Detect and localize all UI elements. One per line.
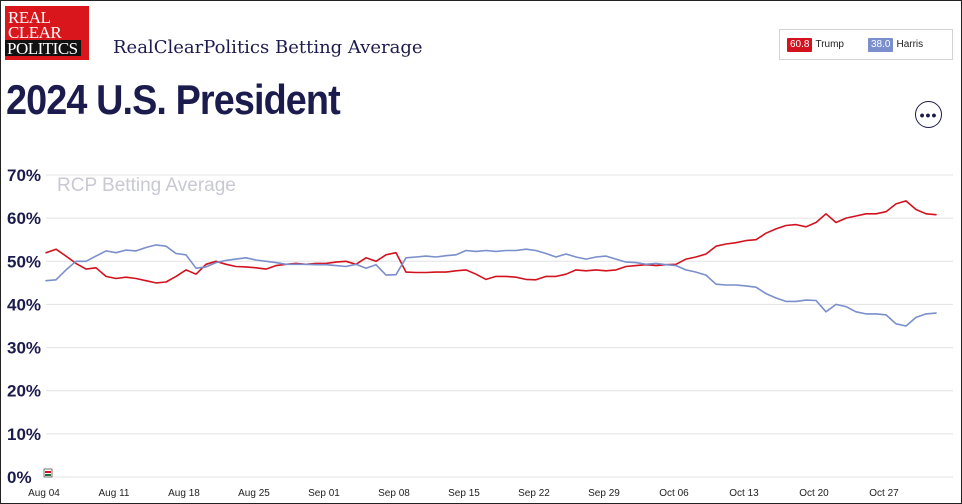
logo-line-3: POLITICS <box>5 40 81 57</box>
x-tick-label: Aug 25 <box>238 488 270 499</box>
x-tick-label: Aug 11 <box>99 488 130 499</box>
legend-item-harris[interactable]: 38.0 Harris <box>868 38 923 52</box>
x-axis-ticks: Aug 04 Aug 11 Aug 18 Aug 25 Sep 01 Sep 08 Sep … <box>28 488 899 499</box>
legend-value-trump: 60.8 <box>787 38 813 52</box>
x-tick-label: Oct 20 <box>799 488 829 499</box>
range-marker-red <box>45 471 51 473</box>
series-line-trump <box>45 200 937 284</box>
more-options-button[interactable]: ••• <box>915 101 942 128</box>
y-tick-label: 10% <box>7 425 41 444</box>
chart-legend: 60.8 Trump 38.0 Harris <box>779 29 953 60</box>
more-horizontal-icon: ••• <box>919 106 938 123</box>
y-axis-ticks: 0% 10% 20% 30% 40% 50% 60% 70% <box>7 166 41 487</box>
legend-name-trump: Trump <box>815 39 844 50</box>
x-tick-label: Oct 13 <box>729 488 759 499</box>
series-line-harris <box>45 244 937 327</box>
chart-series <box>45 200 937 327</box>
y-tick-label: 30% <box>7 339 41 358</box>
x-tick-label: Oct 27 <box>869 488 899 499</box>
x-tick-label: Aug 04 <box>28 488 60 499</box>
chart-grid <box>46 174 953 478</box>
logo-line-1: REAL <box>8 8 51 27</box>
x-tick-label: Sep 22 <box>518 488 550 499</box>
y-tick-label: 0% <box>7 468 32 487</box>
y-tick-label: 20% <box>7 382 41 401</box>
rcp-logo[interactable]: REAL CLEAR POLITICS <box>5 6 89 60</box>
chart-watermark: RCP Betting Average <box>57 175 236 196</box>
x-tick-label: Sep 29 <box>588 488 620 499</box>
range-marker-green <box>45 474 51 476</box>
x-tick-label: Sep 08 <box>378 488 410 499</box>
x-tick-label: Sep 01 <box>308 488 340 499</box>
site-title: RealClearPolitics Betting Average <box>113 37 423 58</box>
y-tick-label: 60% <box>7 209 41 228</box>
x-tick-label: Oct 06 <box>659 488 689 499</box>
y-tick-label: 70% <box>7 166 41 185</box>
legend-name-harris: Harris <box>896 39 924 50</box>
logo-line-2: CLEAR <box>8 23 62 42</box>
x-tick-label: Aug 18 <box>168 488 200 499</box>
legend-value-harris: 38.0 <box>868 38 894 52</box>
legend-item-trump[interactable]: 60.8 Trump <box>787 38 844 52</box>
y-tick-label: 50% <box>7 252 41 271</box>
page-title: 2024 U.S. President <box>6 76 341 123</box>
y-tick-label: 40% <box>7 295 41 314</box>
range-marker-icon <box>43 468 53 478</box>
x-tick-label: Sep 15 <box>448 488 480 499</box>
